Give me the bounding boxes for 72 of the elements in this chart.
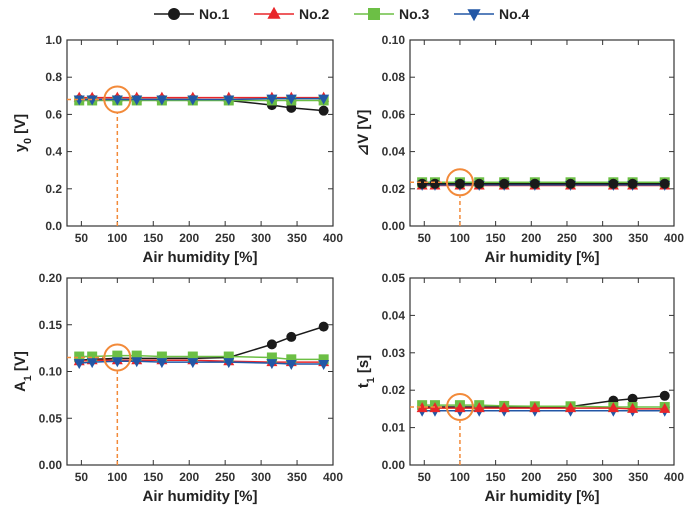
point bbox=[223, 358, 234, 368]
x-tick-label: 100 bbox=[107, 231, 128, 245]
x-tick-label: 150 bbox=[143, 231, 164, 245]
point bbox=[318, 360, 330, 370]
x-tick-label: 50 bbox=[418, 231, 432, 245]
x-tick-label: 200 bbox=[179, 231, 200, 245]
x-tick-label: 400 bbox=[322, 470, 344, 484]
x-tick-label: 150 bbox=[143, 470, 164, 484]
x-tick-label: 150 bbox=[486, 231, 506, 245]
x-tick-label: 300 bbox=[251, 231, 272, 245]
x-tick-label: 350 bbox=[287, 470, 308, 484]
x-tick-label: 400 bbox=[664, 470, 684, 484]
y-tick-label: 0.03 bbox=[382, 346, 406, 360]
x-tick-label: 100 bbox=[107, 470, 128, 484]
legend-label: No.2 bbox=[299, 6, 330, 22]
y-tick-label: 0.10 bbox=[382, 33, 406, 47]
y-tick-label: 0.04 bbox=[382, 144, 406, 159]
y-tick-label: 0.05 bbox=[382, 271, 406, 285]
y-tick-label: 0.10 bbox=[38, 364, 62, 378]
legend-label: No.3 bbox=[399, 6, 430, 22]
x-tick-label: 50 bbox=[74, 470, 88, 484]
y-tick-label: 0.08 bbox=[382, 70, 406, 84]
y-tick-label: 0.0 bbox=[45, 219, 62, 233]
y-tick-label: 0.15 bbox=[38, 318, 62, 332]
y-tick-label: 0.01 bbox=[382, 420, 406, 435]
x-axis-title: Air humidity [%] bbox=[484, 488, 600, 505]
point bbox=[266, 359, 278, 370]
point bbox=[318, 106, 329, 116]
y-tick-label: 0.02 bbox=[382, 383, 406, 398]
y-tick-label: 1.0 bbox=[45, 33, 62, 47]
x-tick-label: 250 bbox=[215, 231, 236, 245]
y-tick-label: 0.00 bbox=[38, 458, 62, 472]
x-tick-label: 350 bbox=[287, 231, 308, 245]
x-tick-label: 250 bbox=[556, 231, 578, 245]
point bbox=[286, 332, 296, 342]
x-tick-label: 100 bbox=[450, 470, 470, 484]
point bbox=[318, 322, 329, 332]
x-tick-label: 300 bbox=[592, 231, 613, 245]
y-tick-label: 0.20 bbox=[38, 271, 62, 285]
y-tick-label: 0.00 bbox=[382, 458, 406, 472]
legend-label: No.4 bbox=[499, 6, 530, 22]
x-tick-label: 250 bbox=[215, 470, 236, 484]
y-tick-label: 0.06 bbox=[382, 107, 406, 122]
y-tick-label: 0.4 bbox=[45, 144, 62, 159]
x-tick-label: 300 bbox=[251, 470, 272, 484]
x-tick-label: 200 bbox=[179, 470, 200, 484]
x-tick-label: 50 bbox=[418, 470, 432, 484]
x-axis-title: Air humidity [%] bbox=[142, 488, 258, 505]
x-tick-label: 300 bbox=[592, 470, 613, 484]
x-tick-label: 350 bbox=[628, 231, 649, 245]
y-tick-label: 0.02 bbox=[382, 182, 406, 196]
y-tick-label: 0.6 bbox=[45, 107, 62, 122]
x-tick-label: 50 bbox=[74, 231, 88, 245]
x-tick-label: 350 bbox=[628, 470, 649, 484]
y-tick-label: 0.05 bbox=[38, 411, 62, 426]
x-tick-label: 100 bbox=[450, 231, 470, 245]
x-axis-title: Air humidity [%] bbox=[142, 249, 258, 266]
y-tick-label: 0.04 bbox=[382, 308, 406, 322]
x-tick-label: 400 bbox=[322, 231, 344, 245]
legend-label: No.1 bbox=[199, 6, 230, 22]
y-tick-label: 0.8 bbox=[45, 70, 62, 84]
x-tick-label: 200 bbox=[521, 231, 542, 245]
x-axis-title: Air humidity [%] bbox=[484, 249, 600, 266]
y-tick-label: 0.00 bbox=[382, 219, 406, 233]
x-tick-label: 150 bbox=[486, 470, 506, 484]
y-tick-label: 0.2 bbox=[45, 182, 62, 196]
point bbox=[266, 339, 277, 350]
y-axis-title: ⊿V [V] bbox=[355, 110, 372, 156]
x-tick-label: 400 bbox=[664, 231, 684, 245]
x-tick-label: 200 bbox=[521, 470, 542, 484]
point bbox=[286, 360, 297, 370]
x-tick-label: 250 bbox=[556, 470, 578, 484]
